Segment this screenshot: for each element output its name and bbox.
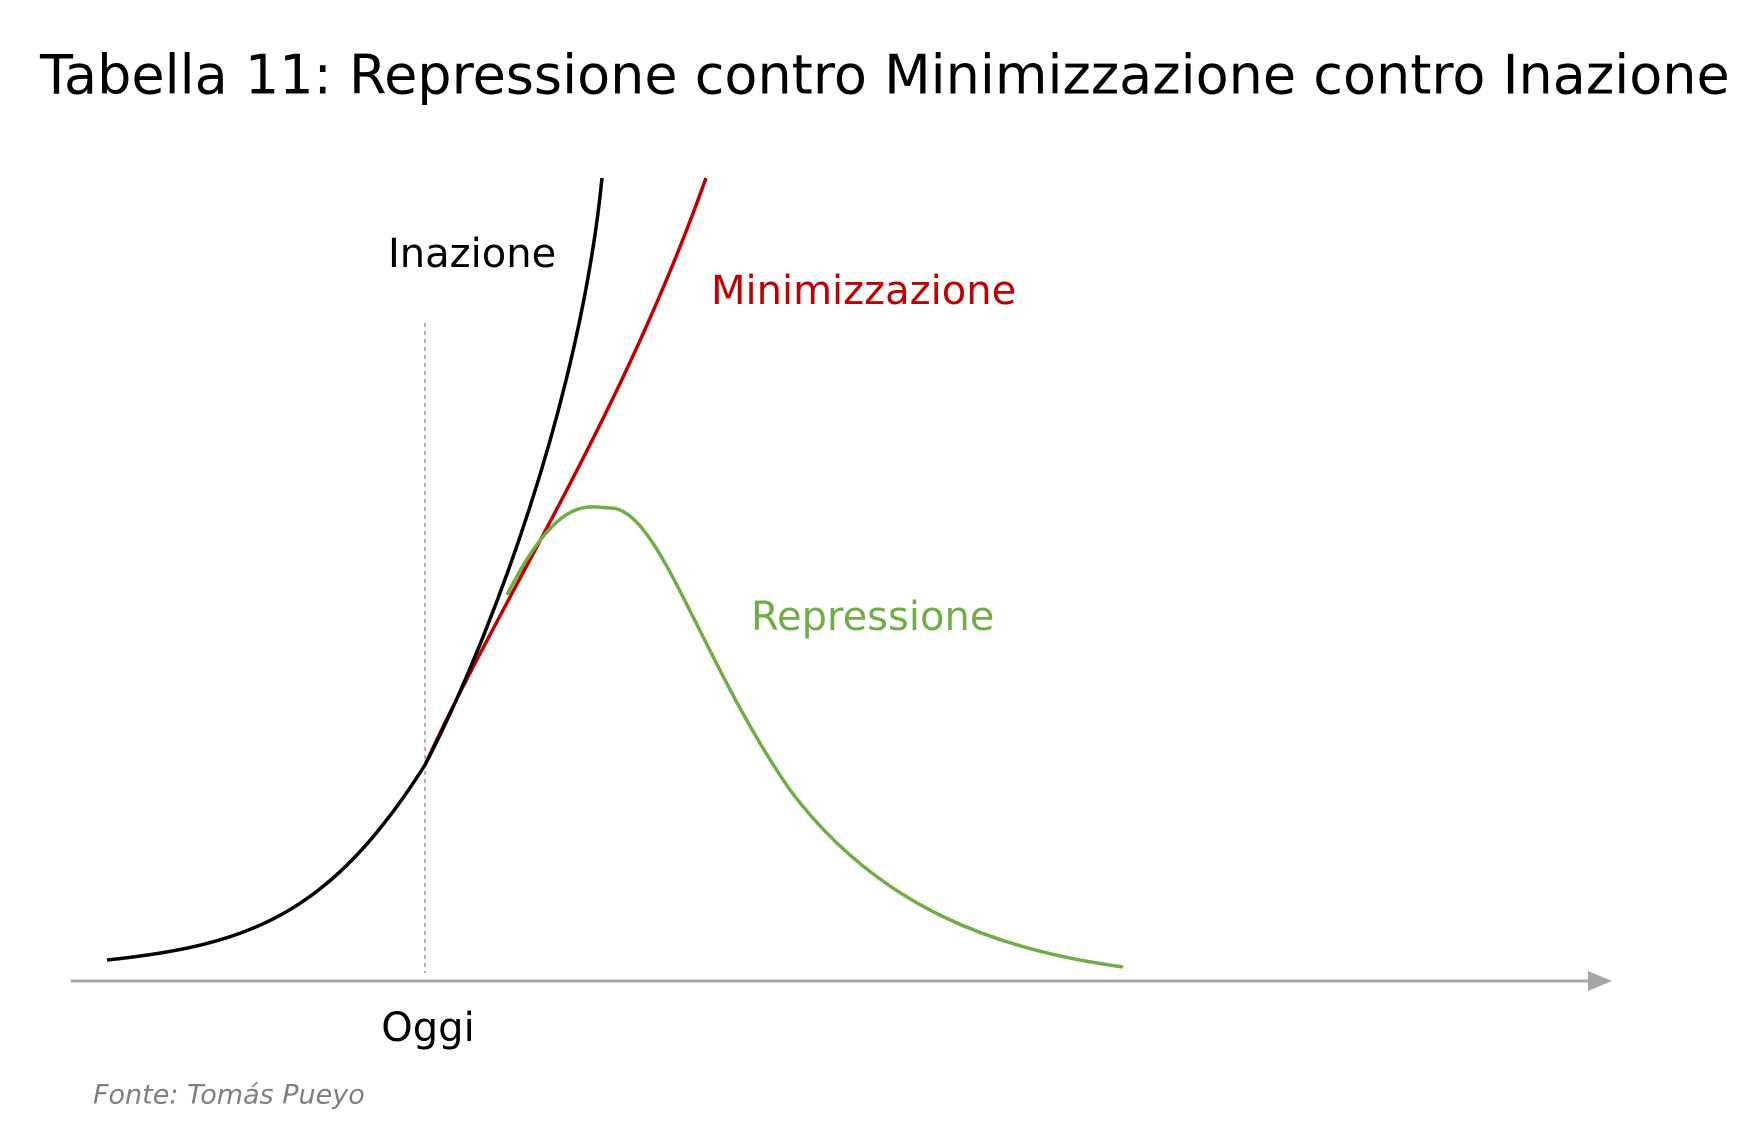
curve-label: Minimizzazione <box>711 268 1016 314</box>
curve-label: Inazione <box>388 231 556 277</box>
inazione-curve <box>106 177 604 962</box>
source: Fonte: Tomás Pueyo <box>93 1080 365 1111</box>
x-axis-arrow <box>1588 971 1612 991</box>
repressione-curve <box>505 505 1124 969</box>
curve-label: Repressione <box>751 594 994 640</box>
x-axis-label: Oggi <box>381 1005 474 1051</box>
title: Tabella 11: Repressione contro Minimizza… <box>39 44 1730 107</box>
